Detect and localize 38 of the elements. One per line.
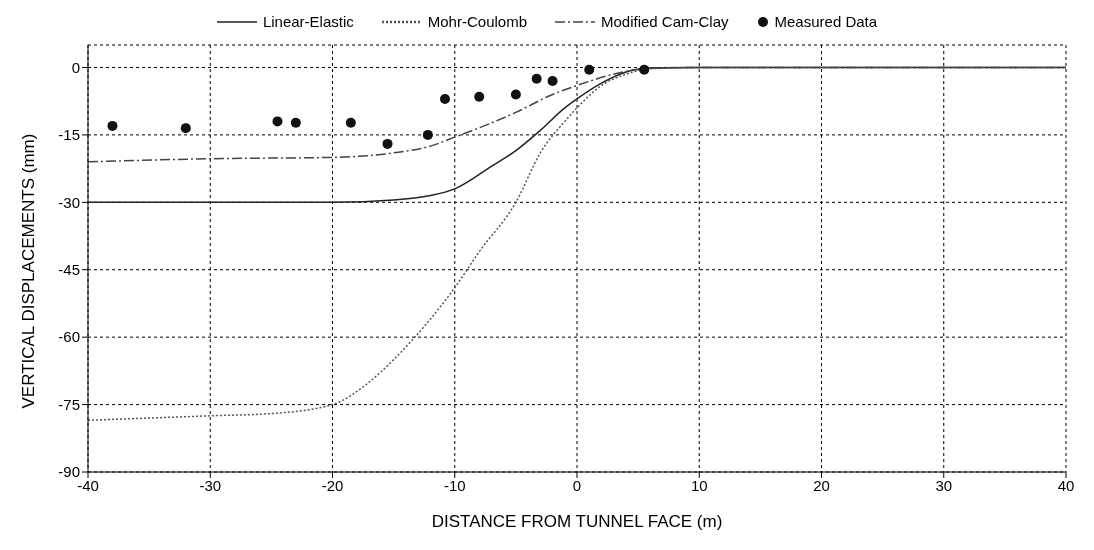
line-series: [88, 66, 1066, 422]
y-tick-label: -90: [58, 463, 80, 481]
point: [107, 120, 118, 131]
y-tick-label: -30: [58, 193, 80, 211]
y-tick-label: 0: [71, 58, 80, 76]
line-series: [88, 66, 1066, 163]
y-tick-label: -60: [58, 328, 80, 346]
x-tick-label: 20: [813, 476, 830, 494]
point: [531, 73, 542, 84]
legend-label: Mohr-Coulomb: [427, 13, 527, 30]
point: [180, 123, 191, 134]
y-tick-label: -75: [58, 395, 80, 413]
x-tick-label: -20: [321, 476, 344, 494]
x-tick-label: -10: [443, 476, 466, 494]
point: [474, 91, 485, 102]
point: [382, 138, 393, 149]
x-tick-label: 10: [690, 476, 708, 494]
point: [290, 117, 301, 128]
legend-label: Measured Data: [774, 13, 878, 30]
point: [510, 89, 521, 100]
y-axis-title: VERTICAL DISPLACEMENTS (mm): [19, 133, 39, 409]
point: [272, 116, 283, 127]
point: [547, 75, 558, 86]
legend-label: Linear-Elastic: [262, 13, 354, 30]
point: [422, 129, 433, 140]
y-tick-label: -15: [58, 126, 80, 144]
point: [639, 64, 650, 75]
legend-label: Modified Cam-Clay: [600, 13, 729, 30]
x-tick-label: -40: [77, 476, 99, 494]
y-tick-label: -45: [58, 261, 80, 279]
point: [345, 117, 356, 128]
x-tick-label: 40: [1057, 476, 1075, 494]
x-tick-label: 0: [572, 476, 582, 494]
point: [584, 64, 595, 75]
x-axis-title: DISTANCE FROM TUNNEL FACE (m): [431, 512, 723, 531]
point: [439, 93, 450, 104]
x-tick-label: 30: [935, 476, 953, 494]
x-tick-label: -30: [199, 476, 222, 494]
